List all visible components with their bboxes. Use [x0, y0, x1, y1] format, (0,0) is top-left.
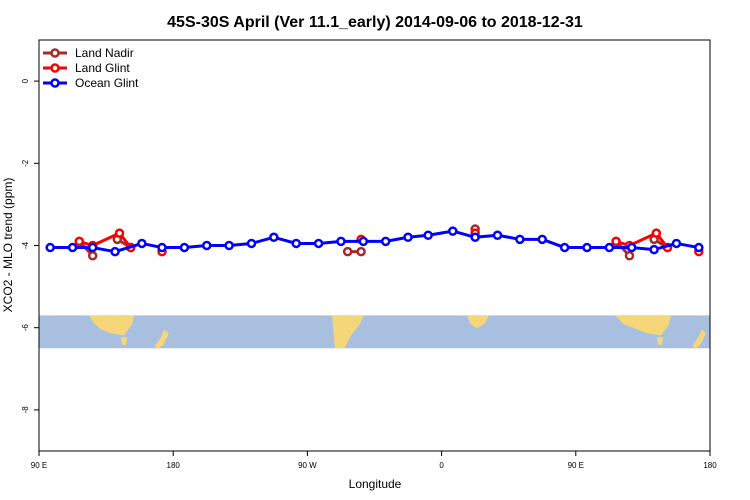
data-point [515, 234, 525, 245]
data-point [651, 228, 662, 238]
data-point [626, 242, 637, 253]
x-tick-label: 90 W [298, 461, 317, 470]
land-shape [693, 329, 706, 350]
series-line [78, 231, 132, 249]
series-ocean-glint [45, 226, 704, 257]
legend-swatch-marker [50, 78, 60, 88]
land-shape [467, 315, 489, 329]
data-point [380, 236, 391, 247]
land-shape [615, 315, 671, 336]
y-tick-label: -2 [21, 159, 30, 167]
data-point [87, 242, 98, 253]
y-axis-label: XCO2 - MLO trend (ppm) [1, 178, 15, 313]
data-point [611, 236, 621, 247]
map-land [89, 315, 706, 350]
x-axis-label: Longitude [349, 477, 402, 491]
series-layer [45, 224, 704, 261]
data-point [604, 242, 615, 253]
legend-swatch-marker [50, 48, 60, 58]
land-shape [121, 337, 127, 346]
data-point [224, 240, 234, 251]
legend-item: Land Glint [43, 61, 130, 75]
legend-label: Land Glint [75, 61, 130, 75]
data-point [114, 228, 125, 238]
y-tick-label: -8 [21, 406, 30, 414]
data-point [403, 232, 413, 243]
x-tick-label: 180 [167, 461, 181, 470]
legend-label: Ocean Glint [75, 76, 139, 90]
plot-frame [38, 39, 711, 452]
data-point [313, 238, 324, 249]
data-point [336, 236, 346, 247]
data-point [423, 230, 433, 240]
data-point [356, 246, 366, 257]
x-axis: 90 E 180 90 W 0 90 E 180 [31, 451, 717, 470]
data-point [671, 238, 682, 249]
map-ocean [39, 315, 710, 349]
legend-label: Land Nadir [75, 46, 134, 60]
data-point [87, 251, 98, 261]
map-strip [39, 315, 710, 350]
legend-item: Ocean Glint [43, 76, 139, 90]
data-point [492, 230, 503, 240]
data-point [179, 242, 190, 253]
data-point [246, 238, 257, 249]
data-point [291, 238, 301, 249]
data-point [157, 242, 167, 253]
y-tick-label: -6 [21, 324, 30, 332]
legend-swatch-marker [50, 63, 60, 73]
data-point [470, 232, 480, 243]
series-line [50, 229, 700, 254]
data-point [649, 244, 659, 255]
land-shape [155, 329, 169, 350]
x-tick-label: 180 [703, 461, 717, 470]
data-point [624, 251, 635, 261]
data-point [694, 242, 704, 253]
data-point [137, 238, 147, 249]
data-point [559, 242, 570, 253]
y-axis: 0 -2 -4 -6 -8 [21, 78, 39, 413]
land-shape [332, 315, 364, 349]
data-point [342, 246, 353, 257]
data-point [448, 226, 458, 236]
legend-item: Land Nadir [43, 46, 134, 60]
data-point [269, 232, 279, 243]
data-point [358, 236, 369, 247]
chart-title: 45S-30S April (Ver 11.1_early) 2014-09-0… [167, 14, 583, 31]
data-point [67, 242, 78, 253]
data-point [537, 234, 547, 245]
data-point [110, 246, 120, 257]
x-tick-label: 0 [439, 461, 444, 470]
x-tick-label: 90 E [31, 461, 47, 470]
x-tick-label: 90 E [568, 461, 584, 470]
land-shape [657, 337, 663, 346]
y-tick-label: 0 [21, 78, 30, 83]
data-point [202, 240, 212, 251]
data-point [45, 242, 55, 253]
series-line [615, 231, 669, 249]
data-point [582, 242, 592, 253]
land-shape [89, 315, 134, 336]
y-tick-label: -4 [21, 241, 30, 249]
data-point [74, 236, 85, 247]
